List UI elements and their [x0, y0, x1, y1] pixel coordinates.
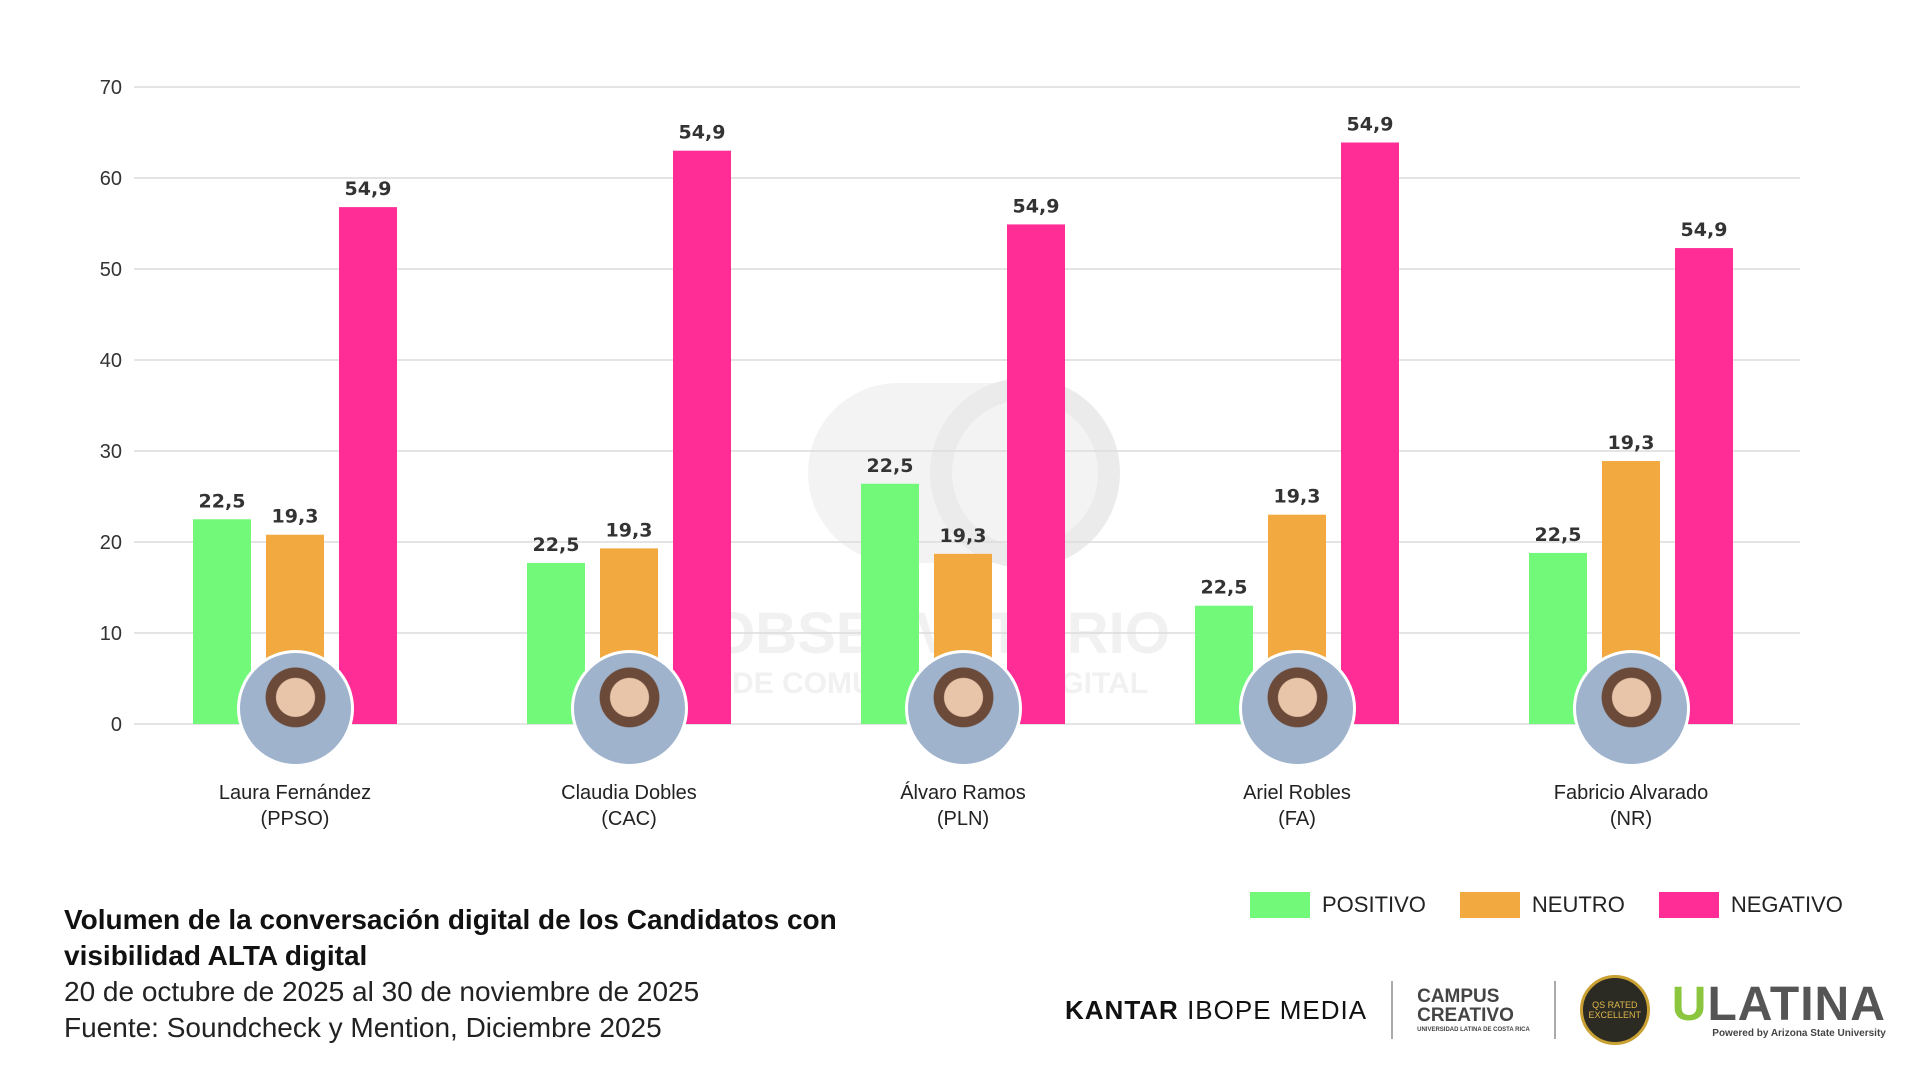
candidate-name: Claudia Dobles — [561, 782, 697, 804]
data-label: 19,3 — [1274, 486, 1321, 508]
chart-subtitle-source: Fuente: Soundcheck y Mention, Diciembre … — [64, 1012, 662, 1043]
y-tick-label: 30 — [100, 441, 122, 463]
data-label: 19,3 — [1608, 432, 1655, 454]
data-label: 22,5 — [533, 534, 580, 556]
candidate-photo — [237, 650, 354, 767]
category-label: Ariel Robles (FA) — [1167, 780, 1427, 832]
legend-item-neutro: NEUTRO — [1459, 892, 1625, 918]
candidate-name: Álvaro Ramos — [900, 782, 1026, 804]
data-label: 19,3 — [606, 519, 653, 541]
data-label: 54,9 — [345, 178, 392, 200]
ulatina-logo: ULATINA Powered by Arizona State Univers… — [1671, 978, 1886, 1039]
chart-title: Volumen de la conversación digital de lo… — [64, 904, 837, 971]
y-tick-label: 60 — [100, 168, 122, 190]
data-label: 54,9 — [1681, 219, 1728, 241]
data-label: 19,3 — [940, 525, 987, 547]
candidate-name: Ariel Robles — [1243, 782, 1351, 804]
legend-label: NEUTRO — [1531, 892, 1625, 917]
legend-swatch — [1459, 892, 1520, 918]
y-tick-label: 10 — [100, 623, 122, 645]
candidate-party: (PLN) — [936, 808, 990, 830]
legend-label: NEGATIVO — [1730, 892, 1843, 917]
category-label: Álvaro Ramos (PLN) — [833, 780, 1093, 832]
category-label: Laura Fernández (PPSO) — [165, 780, 425, 832]
candidate-party: (FA) — [1278, 808, 1316, 830]
candidate-name: Fabricio Alvarado — [1553, 782, 1709, 804]
data-label: 22,5 — [867, 455, 914, 477]
candidate-party: (PPSO) — [260, 808, 330, 830]
legend-swatch — [1250, 892, 1310, 918]
candidate-photo — [571, 650, 688, 767]
candidate-party: (CAC) — [601, 808, 657, 830]
chart-subtitle-dates: 20 de octubre de 2025 al 30 de noviembre… — [64, 976, 700, 1007]
divider — [1391, 981, 1394, 1039]
bar-negativo — [673, 150, 731, 724]
legend: POSITIVO NEUTRO NEGATIVO — [1250, 892, 1843, 918]
candidate-photo — [1573, 650, 1690, 767]
data-label: 22,5 — [1535, 524, 1582, 546]
data-label: 54,9 — [1013, 195, 1060, 217]
category-label: Fabricio Alvarado (NR) — [1501, 780, 1761, 832]
data-label: 54,9 — [1347, 114, 1394, 136]
candidate-photo — [905, 650, 1022, 767]
data-label: 22,5 — [1201, 577, 1248, 599]
y-tick-label: 70 — [100, 77, 122, 99]
bar-negativo — [339, 207, 397, 724]
legend-item-negativo: NEGATIVO — [1658, 892, 1843, 918]
bar-negativo — [1675, 248, 1733, 724]
legend-swatch — [1658, 892, 1719, 918]
candidate-party: (NR) — [1609, 808, 1653, 830]
legend-label: POSITIVO — [1322, 892, 1426, 917]
legend-item-positivo: POSITIVO — [1250, 892, 1426, 918]
campus-creativo-logo: CAMPUS CREATIVO UNIVERSIDAD LATINA DE COST… — [1417, 986, 1530, 1033]
y-tick-label: 0 — [111, 714, 122, 736]
bar-negativo — [1341, 142, 1399, 724]
data-label: 22,5 — [199, 490, 246, 512]
category-label: Claudia Dobles (CAC) — [499, 780, 759, 832]
chart-caption: Volumen de la conversación digital de lo… — [64, 902, 944, 1046]
y-tick-label: 50 — [100, 259, 122, 281]
candidate-name: Laura Fernández — [218, 782, 372, 804]
bar-negativo — [1007, 224, 1065, 724]
y-tick-label: 20 — [100, 532, 122, 554]
data-label: 54,9 — [679, 122, 726, 144]
logos: KANTAR IBOPE MEDIA CAMPUS CREATIVO UNIVERS… — [1065, 975, 1886, 1045]
candidate-photo — [1239, 650, 1356, 767]
kantar-logo: KANTAR IBOPE MEDIA — [1065, 994, 1368, 1025]
data-label: 19,3 — [272, 506, 319, 528]
qs-badge-logo: QS RATED EXCELLENT — [1579, 975, 1650, 1045]
y-tick-label: 40 — [100, 350, 122, 372]
divider — [1553, 981, 1556, 1039]
